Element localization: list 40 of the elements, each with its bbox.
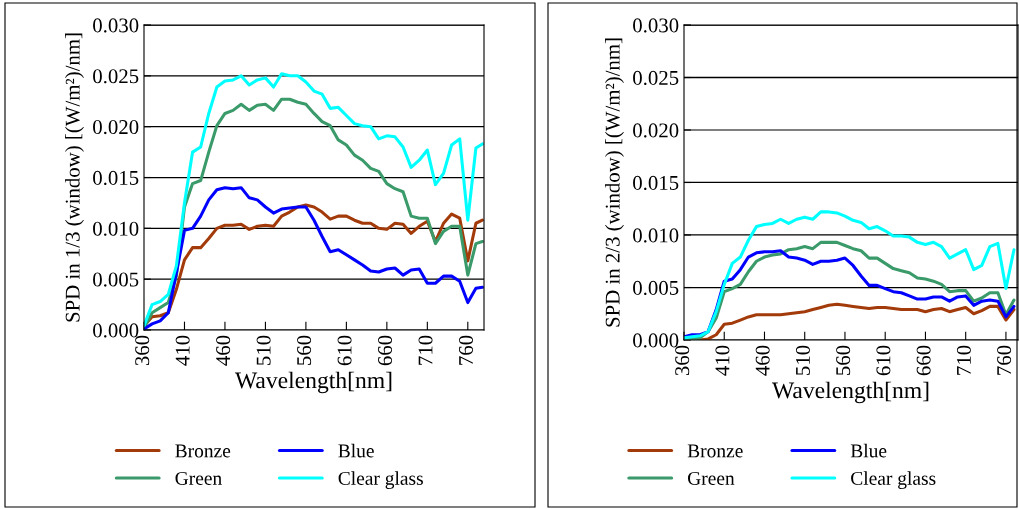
y-axis-title: SPD in 2/3 (window) [(W/m²)/nm] [605,38,624,327]
y-tick-label: 0.005 [93,272,139,287]
x-axis-title: Wavelength[nm] [771,381,929,404]
legend-label: Bronze [687,444,743,458]
x-tick-label: 760 [997,345,1012,375]
x-tick-label: 410 [175,335,190,366]
legend-label: Clear glass [338,471,423,489]
x-tick-label: 710 [418,335,433,365]
x-tick-label: 560 [297,335,312,365]
x-tick-label: 660 [378,335,393,366]
x-tick-label: 460 [755,345,770,376]
x-tick-label: 760 [458,335,474,365]
x-tick-label: 710 [956,345,971,375]
x-tick-label: 410 [715,345,730,376]
legend-label: Blue [850,443,887,458]
y-tick-label: 0.010 [93,221,139,236]
y-tick-label: 0.020 [633,123,679,138]
legend-label: Bronze [175,444,231,458]
x-tick-label: 510 [256,335,271,365]
y-tick-label: 0.020 [93,120,139,135]
y-tick-label: 0.030 [633,18,679,33]
y-tick-label: 0.010 [633,228,679,243]
x-tick-label: 660 [916,345,931,376]
y-tick-label: 0.005 [633,280,679,296]
y-tick-label: 0.030 [93,18,139,33]
x-tick-label: 610 [876,345,891,376]
x-tick-label: 510 [795,345,810,375]
y-tick-label: 0.025 [633,70,679,86]
x-tick-label: 460 [216,335,231,366]
legend-label: Green [687,471,735,485]
y-tick-label: 0.015 [633,175,679,191]
legend-label: Blue [338,443,374,458]
x-tick-label: 560 [836,345,851,375]
y-tick-label: 0.025 [93,69,139,84]
legend-label: Green [175,471,222,485]
x-axis-title: Wavelength[nm] [234,371,392,394]
y-tick-label: 0.015 [93,170,139,186]
legend-label: Clear glass [851,471,936,489]
x-tick-label: 610 [337,335,352,366]
y-axis-title: SPD in 1/3 (window) [(W/m²)/nm] [65,33,84,322]
